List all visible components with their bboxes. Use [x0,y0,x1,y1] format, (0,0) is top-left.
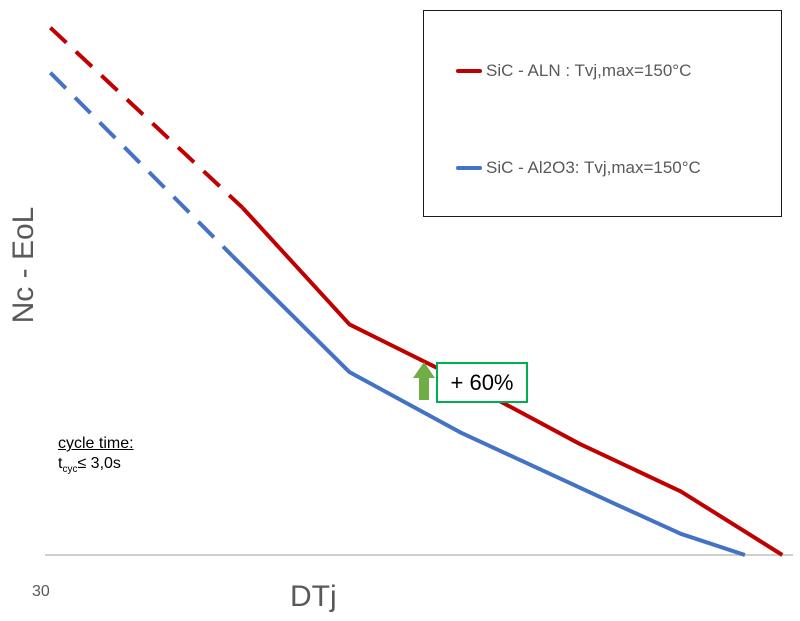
legend-item-aln: SiC - ALN : Tvj,max=150°C [456,59,691,83]
legend-label-aln: SiC - ALN : Tvj,max=150°C [486,61,692,80]
cycle-time-value: tcyc≤ 3,0s [58,454,134,480]
series-line-aln-measured [241,206,784,557]
legend-item-al2o3: SiC - Al2O3: Tvj,max=150°C [456,156,701,180]
series-line-aln-extrapolated [48,26,245,210]
legend-label-al2o3: SiC - Al2O3: Tvj,max=150°C [486,158,701,177]
cycle-time-subscript: cyc [62,464,78,476]
cycle-time-limit: ≤ 3,0s [77,455,121,472]
annotation-arrow [413,362,435,400]
legend-swatch-al2o3 [456,166,482,170]
annotation-box: + 60% [436,362,528,403]
cycle-time-title: cycle time: [58,435,134,452]
y-axis-label: Nc - EoL [4,195,44,335]
x-tick-label: 30 [32,583,50,600]
series-line-al2o3-measured [230,254,746,557]
y-axis-label-text: Nc - EoL [7,206,40,324]
legend: SiC - ALN : Tvj,max=150°C SiC - Al2O3: T… [423,10,782,217]
legend-swatch-aln [456,69,482,73]
series-layer [48,26,784,557]
cycle-time-symbol: t [58,455,63,472]
series-line-al2o3-extrapolated [48,71,234,257]
x-axis-label: DTj [290,580,337,613]
cycle-time-note: cycle time: tcyc≤ 3,0s [58,434,134,480]
